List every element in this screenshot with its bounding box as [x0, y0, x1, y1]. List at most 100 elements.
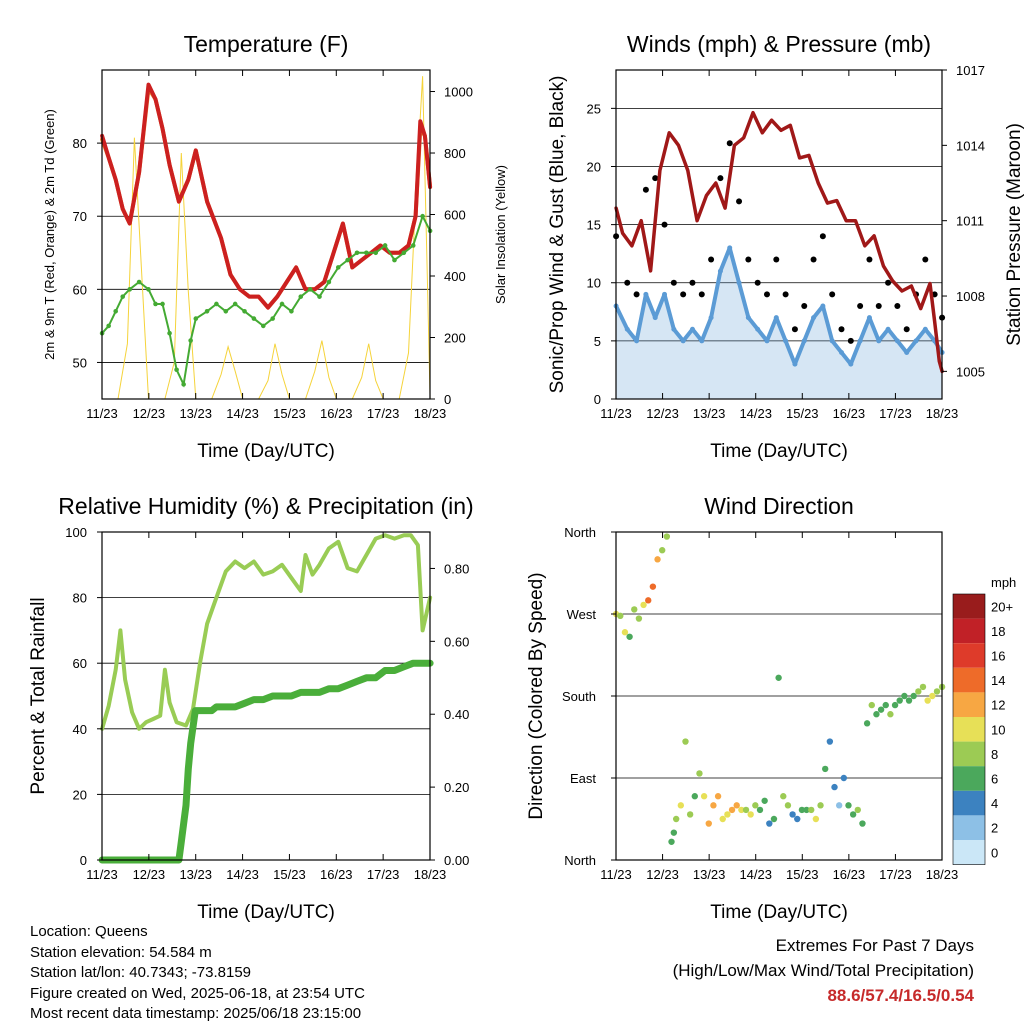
direction-point	[686, 811, 694, 818]
panel-3-title: Relative Humidity (%) & Precipitation (i…	[58, 493, 473, 519]
gust-point	[875, 302, 882, 309]
direction-point	[621, 629, 629, 636]
wind-point	[662, 291, 668, 297]
direction-point	[663, 533, 671, 540]
direction-point	[840, 774, 848, 782]
direction-point	[682, 738, 689, 745]
gust-point	[894, 302, 901, 309]
panel-1-xtick-label: 18/23	[414, 406, 447, 421]
panel-1-ytick-label: 60	[73, 282, 87, 297]
gust-point	[773, 256, 780, 263]
direction-point	[672, 815, 680, 823]
wind-point	[894, 338, 900, 344]
panel-3-y2tick-label: 0.80	[444, 561, 469, 576]
panel-3-xtick-label: 18/23	[414, 867, 447, 882]
direction-point	[873, 711, 880, 718]
panel-2-xtick-label: 14/23	[739, 406, 772, 421]
gust-point	[866, 256, 873, 263]
direction-point	[738, 806, 745, 814]
solar-insolation-line	[102, 76, 431, 400]
wind-point	[624, 326, 630, 332]
panel-2-xtick-label: 13/23	[693, 406, 726, 421]
panel-1-y2tick-label: 600	[444, 208, 466, 223]
panel-3-y2tick-label: 0.40	[444, 707, 469, 722]
panel-4-ytick-label: North	[564, 853, 596, 868]
panel-3-xtick-label: 11/23	[86, 867, 118, 882]
direction-point	[635, 615, 643, 622]
colorbar-label: 2	[991, 821, 998, 836]
panel-1-xtick-label: 17/23	[367, 406, 400, 421]
panel-2-ytick-label: 10	[587, 276, 601, 291]
gust-point	[763, 291, 770, 298]
direction-point	[803, 806, 810, 814]
gust-point	[885, 279, 892, 286]
created-text: Figure created on Wed, 2025-06-18, at 23…	[30, 984, 365, 1002]
gust-point	[801, 302, 808, 309]
direction-point	[658, 547, 666, 554]
direction-point	[915, 688, 922, 695]
dewpoint-line	[101, 213, 431, 388]
temp2m-line	[100, 82, 433, 310]
direction-point	[929, 692, 936, 700]
gust-point	[689, 279, 696, 286]
gust-point	[754, 279, 761, 286]
elevation-text: Station elevation: 54.584 m	[30, 943, 212, 961]
panel-3-y2tick-label: 0.20	[444, 780, 469, 795]
direction-point	[766, 820, 773, 827]
direction-point	[631, 606, 638, 613]
gust-point	[661, 221, 668, 228]
direction-point	[868, 701, 875, 709]
panel-2-xtick-label: 18/23	[926, 406, 959, 421]
panel-2-ytick-label: 5	[594, 334, 601, 349]
gust-point	[745, 256, 752, 263]
panel-4-ytick-label: North	[564, 525, 596, 540]
panel-4-xtick-label: 14/23	[739, 867, 772, 882]
panel-4-title: Wind Direction	[704, 493, 854, 519]
direction-point	[849, 811, 857, 818]
panel-1-ytick-label: 80	[73, 136, 87, 151]
panel-1-y2tick-label: 800	[444, 146, 466, 161]
recent-text: Most recent data timestamp: 2025/06/18 2…	[30, 1005, 362, 1023]
wind-point	[755, 326, 761, 332]
panel-3-xtick-label: 14/23	[226, 867, 259, 882]
panel-3-ytick-label: 0	[80, 853, 87, 868]
direction-point	[668, 838, 675, 845]
colorbar-label: 14	[991, 673, 1005, 688]
direction-point	[747, 811, 754, 818]
panel-3-xtick-label: 15/23	[273, 867, 306, 882]
wind-point	[736, 280, 742, 286]
wind-point	[838, 349, 844, 355]
panel-2-ytick-label: 25	[587, 101, 601, 116]
panel-2-xtick-label: 11/23	[600, 406, 632, 421]
colorbar-label: 18	[991, 624, 1005, 639]
direction-point	[728, 806, 736, 814]
panel-2-xtick-label: 17/23	[879, 406, 912, 421]
colorbar-swatch	[953, 717, 985, 742]
panel-2-xtick-label: 12/23	[646, 406, 679, 421]
colorbar-label: 4	[991, 796, 998, 811]
panel-3-xtick-label: 13/23	[179, 867, 212, 882]
panel-1-xtick-label: 13/23	[179, 406, 212, 421]
wind-point	[717, 268, 723, 274]
panel-2-y2label: Station Pressure (Maroon)	[1004, 123, 1024, 346]
wind-point	[764, 338, 770, 344]
wind-point	[801, 338, 807, 344]
panel-1-xtick-label: 14/23	[226, 406, 259, 421]
direction-point	[863, 720, 871, 727]
colorbar-swatch	[953, 766, 985, 791]
direction-point	[808, 806, 815, 814]
panel-3-frame	[101, 531, 431, 861]
gust-point	[624, 279, 631, 286]
wind-point	[792, 361, 798, 367]
direction-point	[817, 802, 824, 809]
panel-1-ylabel: 2m & 9m T (Red, Orange) & 2m Td (Green)	[42, 109, 57, 360]
panel-1-y2tick-label: 400	[444, 269, 466, 284]
panel-3-ylabel: Percent & Total Rainfall	[28, 597, 49, 794]
gust-point	[642, 186, 649, 193]
direction-point	[798, 806, 806, 814]
panel-3-xtick-label: 17/23	[367, 867, 400, 882]
gust-point	[782, 291, 789, 298]
gust-point	[670, 279, 677, 286]
panel-1-title: Temperature (F)	[184, 31, 349, 57]
panel-1-frame	[101, 69, 431, 400]
